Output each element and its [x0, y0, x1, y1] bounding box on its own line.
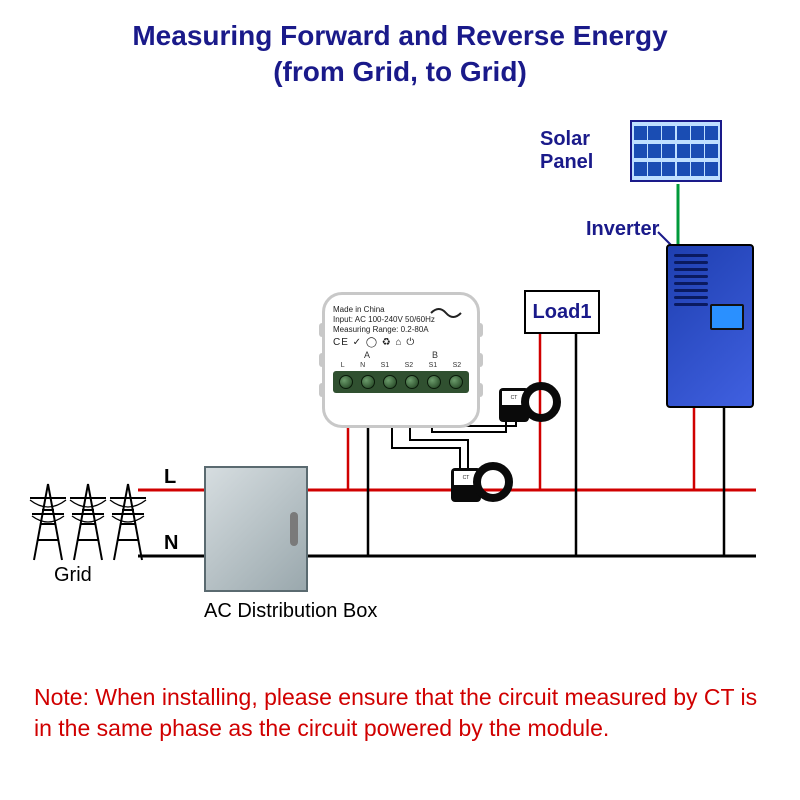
energy-module: Made in China Input: AC 100-240V 50/60Hz…	[322, 292, 480, 428]
module-logo-icon	[429, 305, 463, 321]
ct-clamp-2: CT	[451, 468, 509, 520]
inverter-label: Inverter	[586, 218, 659, 241]
solar-panel-label: Solar Panel	[540, 128, 593, 174]
install-note: Note: When installing, please ensure tha…	[34, 682, 766, 744]
module-ab-row: A B	[333, 350, 469, 360]
module-terminals	[333, 371, 469, 393]
ct-clamp-1: CT	[499, 388, 557, 440]
module-terminal-labels: L N S1 S2 S1 S2	[333, 362, 469, 369]
grid-towers-icon	[30, 484, 146, 560]
inverter	[666, 244, 754, 408]
module-range: Measuring Range: 0.2-80A	[333, 325, 469, 335]
l-label: L	[164, 466, 176, 489]
inverter-screen	[710, 304, 744, 330]
load1-box: Load1	[524, 290, 600, 334]
n-label: N	[164, 532, 178, 555]
load1-label: Load1	[533, 301, 592, 324]
ac-distribution-box	[204, 466, 308, 592]
solar-panel	[630, 120, 722, 182]
wire-ct-a1	[392, 420, 460, 490]
grid-label: Grid	[54, 564, 92, 587]
module-cert-icons: CE ✓ ◯ ♻ ⌂ ⏻	[333, 337, 469, 348]
ac-distribution-box-label: AC Distribution Box	[204, 600, 377, 623]
